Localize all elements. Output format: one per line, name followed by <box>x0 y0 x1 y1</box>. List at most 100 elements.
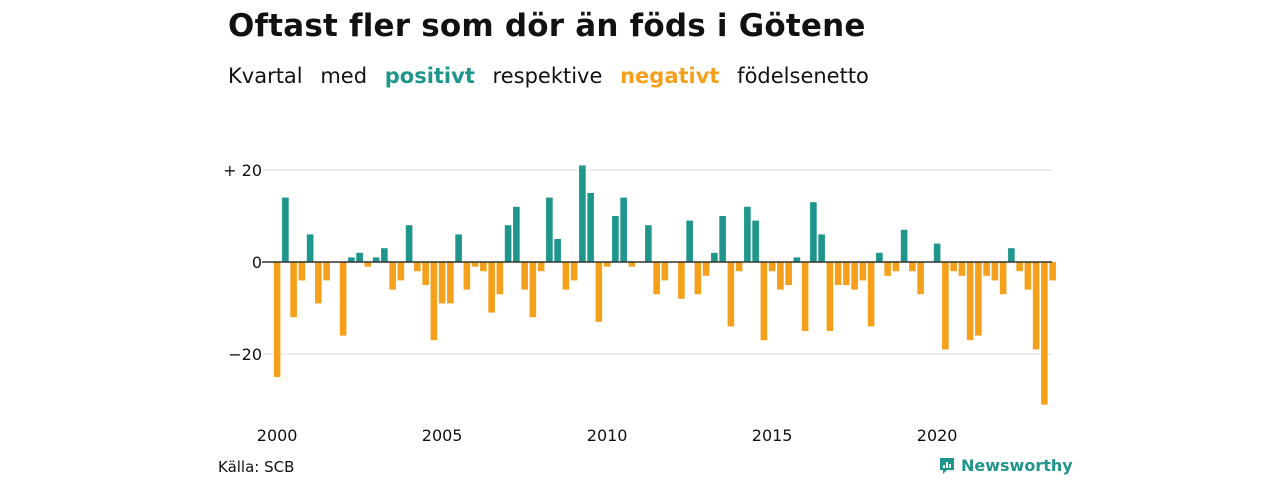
bar <box>438 262 446 304</box>
subtitle-word: Kvartal <box>228 64 303 88</box>
bar <box>686 220 693 262</box>
bar <box>620 197 627 262</box>
brand-name: Newsworthy <box>961 456 1073 475</box>
bar <box>966 262 974 341</box>
bar <box>777 262 784 290</box>
bar <box>521 262 528 290</box>
bar <box>752 220 759 262</box>
bar <box>488 262 495 313</box>
bar <box>702 262 710 276</box>
bar <box>389 262 396 290</box>
bar <box>727 262 735 327</box>
bar <box>364 262 372 267</box>
bar <box>999 262 1007 295</box>
bar <box>562 262 570 290</box>
bar <box>1024 262 1032 290</box>
bar <box>1016 262 1023 272</box>
bar <box>348 257 355 262</box>
subtitle-positive-label: positivt <box>384 64 475 88</box>
bar <box>570 262 578 281</box>
bar <box>504 225 512 262</box>
bar <box>422 262 429 285</box>
bar <box>983 262 990 276</box>
source-label: Källa: SCB <box>218 458 295 476</box>
bar <box>298 262 306 281</box>
bar <box>587 193 594 262</box>
bar <box>892 262 900 272</box>
bar <box>768 262 776 272</box>
bar <box>801 262 809 331</box>
bar <box>1041 262 1048 405</box>
bar <box>529 262 537 318</box>
bar <box>546 197 553 262</box>
bar <box>900 229 908 262</box>
y-tick-label: −20 <box>228 345 262 364</box>
bar <box>826 262 834 331</box>
bar <box>661 262 669 281</box>
bar <box>595 262 603 322</box>
bar <box>579 165 586 262</box>
chart-title: Oftast fler som dör än föds i Götene <box>228 8 866 44</box>
bar <box>537 262 545 272</box>
bar <box>323 262 330 281</box>
x-tick-label: 2000 <box>257 426 298 445</box>
bar <box>315 262 322 304</box>
bar <box>975 262 982 336</box>
bar <box>290 262 297 318</box>
bar <box>653 262 660 295</box>
bar <box>603 262 611 267</box>
subtitle-word: med <box>320 64 368 88</box>
bar <box>430 262 438 341</box>
y-tick-label: 0 <box>252 253 262 272</box>
bar <box>628 262 636 267</box>
bar <box>513 206 520 262</box>
bar <box>678 262 685 299</box>
bar <box>991 262 999 281</box>
x-tick-label: 2005 <box>422 426 463 445</box>
bar <box>950 262 957 272</box>
bar <box>744 206 751 262</box>
bar <box>933 243 941 262</box>
bar <box>735 262 743 272</box>
bar <box>1008 248 1015 262</box>
bar <box>306 234 314 262</box>
bar <box>917 262 924 295</box>
bar <box>1032 262 1040 350</box>
bar <box>719 216 726 262</box>
bar <box>273 262 281 377</box>
x-tick-label: 2010 <box>587 426 628 445</box>
subtitle-word: respektive <box>492 64 603 88</box>
bar <box>496 262 504 295</box>
bar <box>356 252 363 262</box>
bar <box>282 197 289 262</box>
x-tick-label: 2020 <box>917 426 958 445</box>
bar <box>372 257 380 262</box>
bar <box>471 262 479 267</box>
subtitle-negative-label: negativt <box>620 64 720 88</box>
bar <box>480 262 487 272</box>
bar <box>414 262 421 272</box>
brand-logo: Newsworthy <box>938 456 1073 475</box>
bar <box>876 252 883 262</box>
bar <box>793 257 801 262</box>
bar <box>447 262 454 304</box>
bar <box>834 262 842 285</box>
newsworthy-logo-icon <box>940 457 954 474</box>
bar <box>909 262 916 272</box>
x-tick-label: 2015 <box>752 426 793 445</box>
bar <box>818 234 825 262</box>
bar <box>1049 262 1056 281</box>
bar <box>612 216 619 262</box>
bar <box>859 262 867 281</box>
bar <box>810 202 817 262</box>
bar <box>463 262 471 290</box>
bar <box>405 225 413 262</box>
bar <box>397 262 405 281</box>
chart-subtitle: Kvartal med positivt respektive negativt… <box>228 64 880 88</box>
bar <box>760 262 768 341</box>
bar <box>381 248 388 262</box>
bar <box>339 262 347 336</box>
bar <box>942 262 949 350</box>
y-tick-label: + 20 <box>223 161 262 180</box>
